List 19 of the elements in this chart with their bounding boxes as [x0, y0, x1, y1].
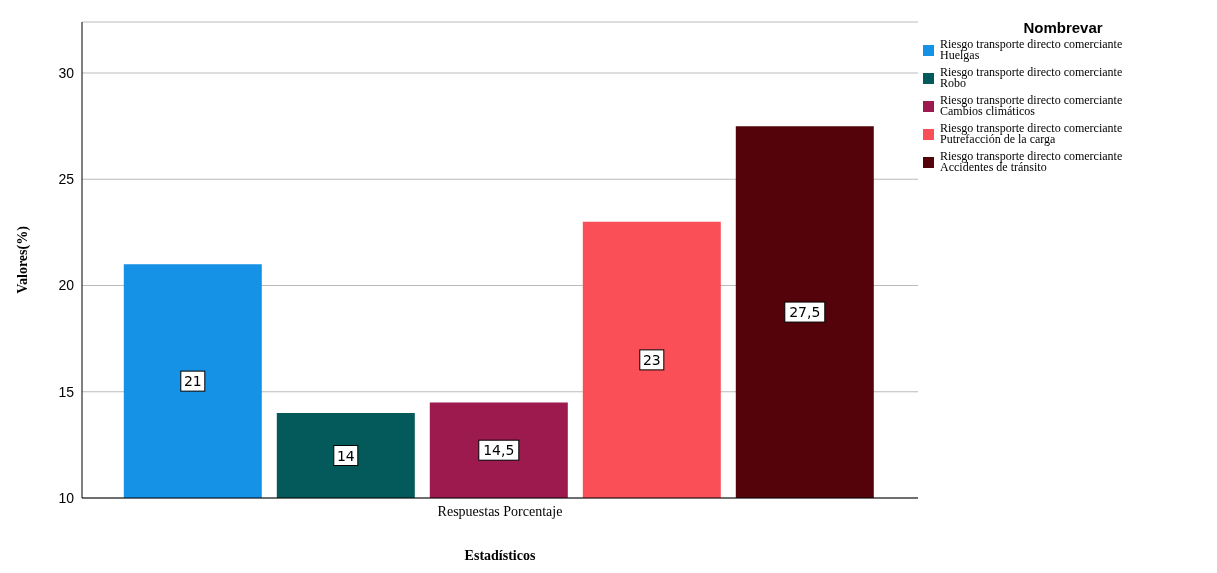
- data-label: 21: [183, 373, 202, 390]
- y-tick-label: 10: [58, 489, 75, 506]
- data-label: 14,5: [483, 442, 515, 459]
- y-axis-title: Valores(%): [14, 225, 31, 294]
- legend-title: Nombrevar: [1022, 19, 1104, 36]
- legend-label: Riesgo transporte directo comerciante Accidentes de tránsito: [940, 149, 1124, 174]
- x-tick-label: Respuestas Porcentaje: [437, 503, 563, 519]
- x-axis-title: Estadísticos: [464, 548, 536, 563]
- data-label: 14: [336, 447, 355, 464]
- data-label: 23: [642, 351, 661, 368]
- y-tick-label: 25: [58, 171, 75, 188]
- data-label: 27,5: [789, 304, 821, 321]
- legend-label: Riesgo transporte directo comerciante Robo: [940, 65, 1124, 90]
- y-tick-label: 15: [58, 383, 75, 400]
- y-tick-label: 20: [58, 277, 75, 294]
- legend-label: Riesgo transporte directo comerciante Cambios climáticos: [940, 93, 1124, 118]
- legend-label: Riesgo transporte directo comerciante Huelgas: [940, 37, 1124, 62]
- legend-label: Riesgo transporte directo comerciante Putrefacción de la carga: [940, 121, 1124, 146]
- y-tick-label: 30: [58, 64, 75, 81]
